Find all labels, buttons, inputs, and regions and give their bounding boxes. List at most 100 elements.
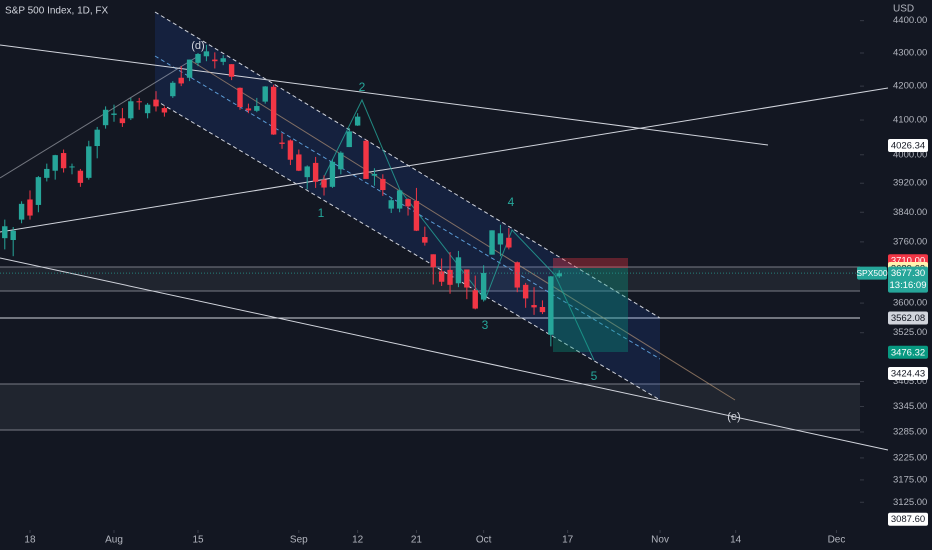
candle-body: [447, 269, 453, 285]
candle-body: [380, 178, 386, 191]
candles: [2, 44, 562, 347]
x-tick-label: Nov: [651, 535, 669, 546]
symbol-box: [857, 266, 887, 280]
candle-body: [304, 166, 310, 178]
x-tick-label: 14: [730, 535, 742, 546]
candle-body: [489, 230, 495, 255]
candle-body: [455, 257, 462, 284]
wave-label: (e): [727, 411, 740, 423]
candle-body: [312, 162, 319, 182]
candle-body: [396, 190, 403, 209]
candle-body: [60, 153, 67, 169]
candle-body: [539, 307, 546, 313]
last-price-label: 3677.30: [891, 268, 925, 279]
y-tick-label: 3175.00: [893, 474, 927, 485]
x-tick-label: 15: [192, 535, 204, 546]
candle-body: [44, 168, 50, 178]
candle-body: [35, 177, 42, 205]
candle-body: [354, 116, 361, 126]
candle-body: [94, 129, 100, 147]
candle-body: [27, 199, 33, 216]
y-tick-label: 3600.00: [893, 298, 927, 309]
candle-body: [522, 284, 529, 299]
x-tick-label: 12: [352, 535, 364, 546]
candle-body: [102, 109, 109, 126]
wave-label: (d): [191, 40, 204, 52]
wave-label: 2: [359, 80, 366, 94]
candle-body: [556, 273, 562, 277]
candle-body: [506, 237, 512, 248]
trend-line: [0, 257, 889, 451]
candle-body: [480, 272, 487, 300]
y-tick-label: 4100.00: [893, 115, 927, 126]
x-tick-label: 17: [562, 535, 574, 546]
candle-body: [497, 233, 504, 245]
candle-body: [413, 200, 420, 231]
trend-line: [189, 59, 736, 401]
x-tick-label: Oct: [476, 535, 492, 546]
candle-body: [346, 131, 352, 148]
x-tick-label: Sep: [290, 535, 308, 546]
wave-label: 1: [318, 206, 325, 220]
candle-body: [531, 305, 537, 308]
candle-body: [119, 118, 126, 124]
candle-body: [472, 290, 478, 309]
candle-body: [422, 237, 428, 243]
candle-body: [245, 108, 252, 111]
zone: [0, 384, 860, 430]
candle-body: [464, 269, 470, 288]
candle-body: [212, 59, 218, 62]
y-unit: USD: [893, 4, 914, 15]
y-tick-label: 4000.00: [893, 149, 927, 160]
y-tick-label: 3345.00: [893, 401, 927, 412]
candle-body: [111, 113, 117, 115]
price-label-box: [888, 311, 928, 325]
price-label-box: [888, 345, 928, 359]
price-label-box: [888, 139, 928, 153]
candle-body: [220, 58, 226, 62]
y-tick-label: 4400.00: [893, 15, 927, 26]
y-tick-label: 3840.00: [893, 207, 927, 218]
x-tick-label: Dec: [828, 535, 846, 546]
price-label: 3087.60: [891, 514, 925, 525]
candle-body: [128, 101, 134, 119]
y-tick-label: 4300.00: [893, 48, 927, 59]
candle-body: [338, 152, 344, 170]
candle-body: [203, 51, 210, 57]
candle-body: [77, 170, 84, 183]
chart-title: S&P 500 Index, 1D, FX: [5, 6, 109, 17]
candle-body: [10, 230, 16, 241]
candle-body: [438, 271, 445, 282]
y-tick-label: 3405.00: [893, 376, 927, 387]
x-tick-label: Aug: [105, 535, 123, 546]
candle-body: [548, 276, 554, 335]
candle-body: [514, 262, 520, 288]
countdown: 13:16:09: [890, 280, 927, 291]
candle-body: [170, 82, 176, 97]
candle-body: [296, 154, 302, 171]
candle-body: [69, 166, 75, 168]
price-label: 3476.32: [891, 347, 925, 358]
candle-body: [186, 59, 193, 78]
y-tick-label: 3125.00: [893, 497, 927, 508]
candle-body: [52, 155, 58, 171]
wave-label: 3: [482, 318, 489, 332]
wave-path: [319, 98, 595, 361]
y-tick-label: 3285.00: [893, 426, 927, 437]
stop-zone: [553, 258, 628, 268]
candle-body: [371, 173, 378, 176]
candle-body: [161, 108, 168, 113]
y-tick-label: 3760.00: [893, 236, 927, 247]
target-zone: [553, 268, 628, 352]
candle-body: [86, 146, 92, 178]
y-tick-label: 3920.00: [893, 178, 927, 189]
candle-body: [2, 226, 8, 239]
candle-body: [270, 86, 277, 135]
candle-body: [329, 161, 336, 187]
price-label: 3424.43: [891, 368, 925, 379]
trend-line: [0, 54, 201, 179]
candle-body: [279, 142, 285, 144]
price-label-box: [888, 512, 928, 526]
candle-body: [254, 106, 260, 111]
candle-body: [388, 200, 394, 209]
